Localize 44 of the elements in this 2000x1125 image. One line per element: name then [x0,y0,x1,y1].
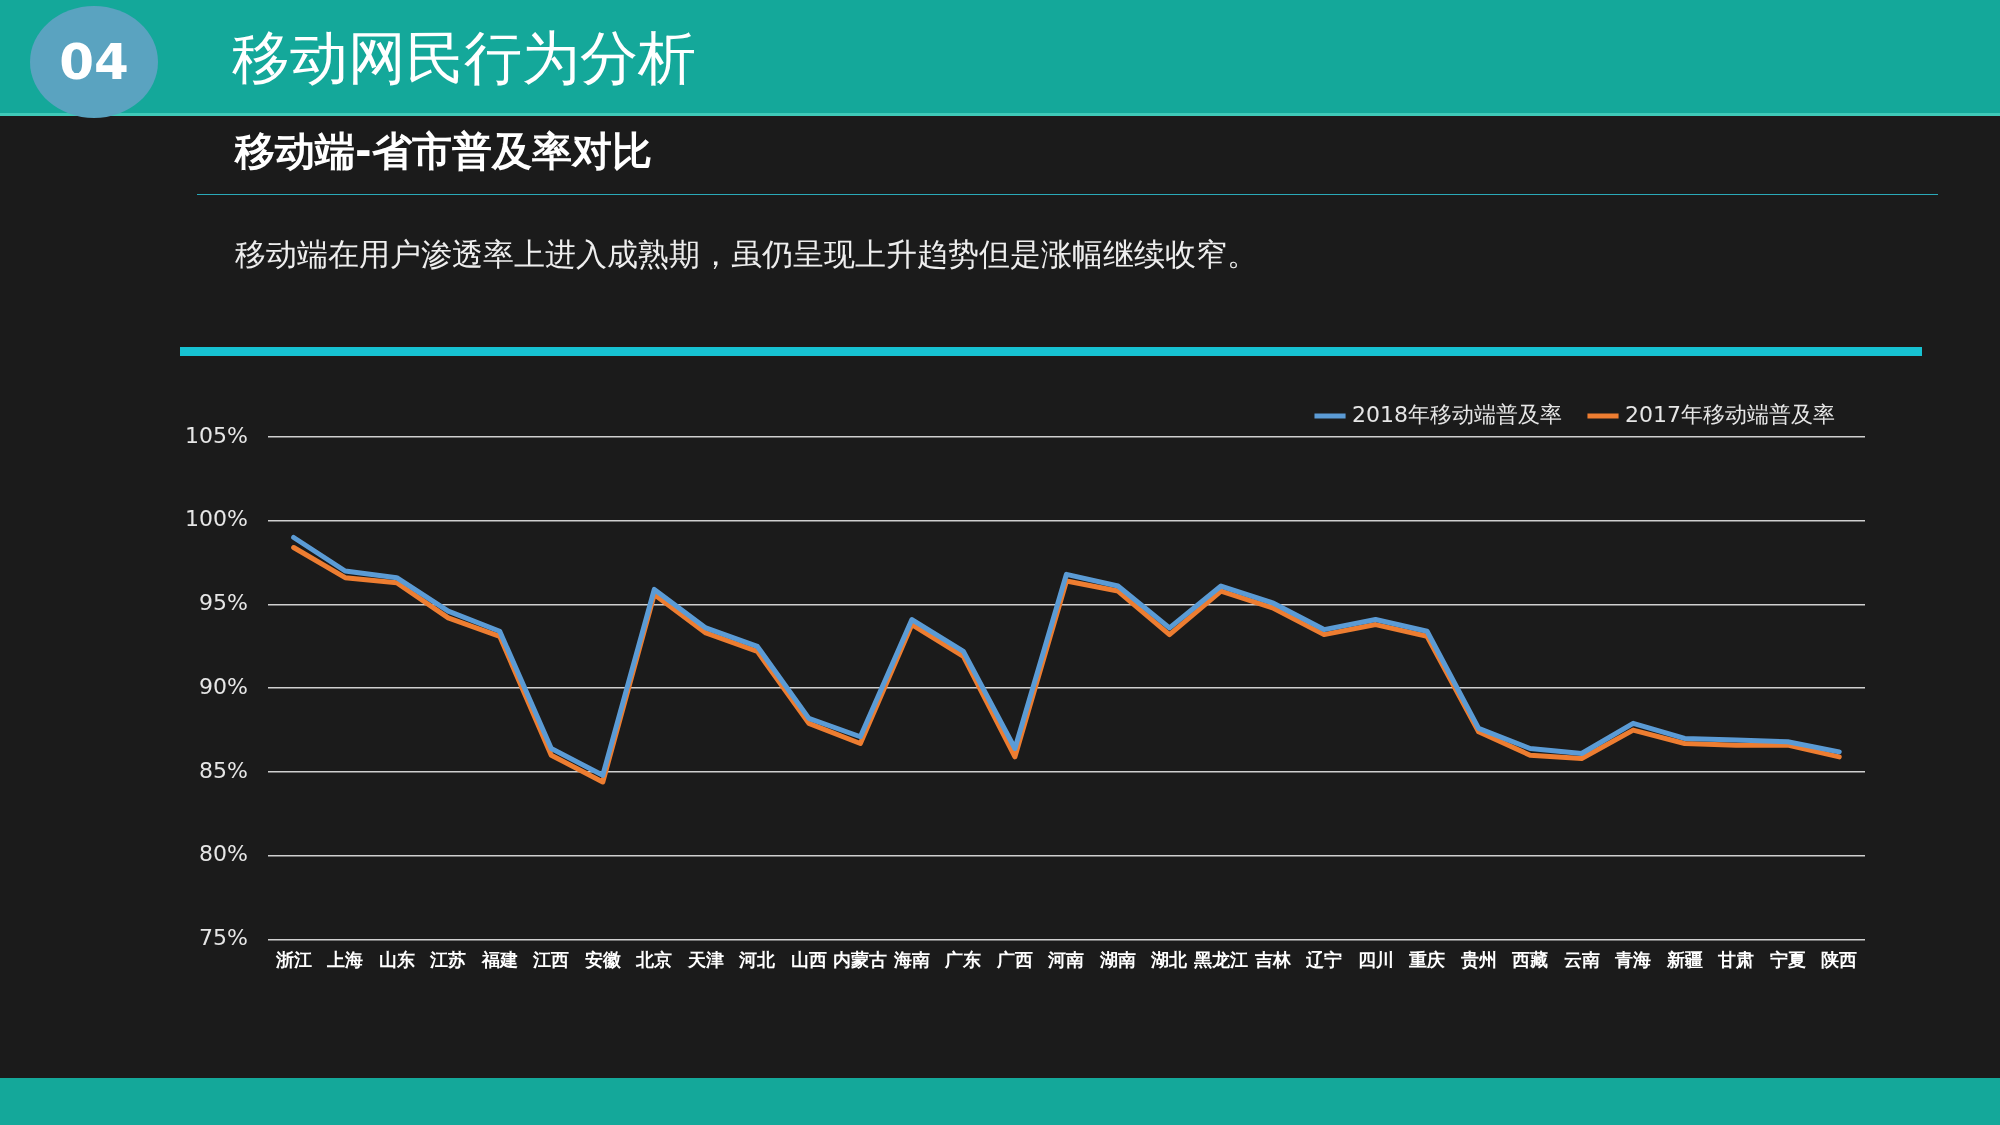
x-tick-label: 辽宁 [1305,948,1343,970]
x-tick-label: 山东 [378,948,415,970]
x-tick-label: 湖南 [1098,948,1136,970]
x-tick-label: 江西 [532,948,570,970]
text: 移动端在用户渗透率上进入成熟期，虽仍呈现上升趋势但是涨幅继续收窄。 [235,235,1258,274]
chart-subtitle: 移动端-省市普及率对比 [235,127,652,176]
x-tick-label: 甘肃 [1717,948,1755,970]
x-tick-label: 海南 [892,948,930,970]
y-tick-label: 95% [198,590,248,616]
x-tick-label: 青海 [1614,948,1652,970]
x-tick-label: 内蒙古 [833,948,888,970]
x-tick-label: 西藏 [1511,948,1549,970]
x-tick-label: 安徽 [584,948,622,970]
y-tick-label: 105% [184,422,248,448]
y-tick-label: 75% [198,925,248,951]
legend-label: 2018年移动端普及率 [1352,401,1563,427]
x-tick-label: 浙江 [274,948,312,970]
legend-label: 2017年移动端普及率 [1625,401,1836,427]
y-tick-label: 90% [198,673,248,699]
x-tick-label: 广西 [995,948,1033,970]
y-tick-label: 85% [198,757,248,783]
x-tick-label: 福建 [480,948,518,970]
x-tick-label: 河北 [738,948,777,970]
x-tick-label: 云南 [1563,948,1600,970]
y-tick-label: 100% [184,506,248,532]
x-tick-label: 重庆 [1408,948,1446,970]
x-tick-label: 天津 [686,948,724,970]
chart-title: 移动网民行为分析 [232,23,696,94]
x-tick-label: 上海 [326,948,364,970]
x-tick-label: 宁夏 [1769,948,1806,970]
x-tick-label: 广东 [944,948,982,970]
y-tick-label: 80% [198,841,248,867]
x-tick-label: 新疆 [1665,948,1703,970]
x-tick-label: 北京 [635,948,673,970]
x-tick-label: 四川 [1357,948,1394,970]
x-tick-label: 黑龙江 [1193,948,1249,970]
x-tick-label: 山西 [790,948,827,970]
x-tick-label: 河南 [1047,948,1085,970]
x-tick-label: 贵州 [1459,948,1497,970]
x-tick-label: 吉林 [1253,948,1292,970]
x-tick-label: 陕西 [1821,948,1858,970]
text: 04 [30,6,158,118]
x-tick-label: 湖北 [1150,948,1189,970]
x-tick-label: 江苏 [429,948,467,970]
